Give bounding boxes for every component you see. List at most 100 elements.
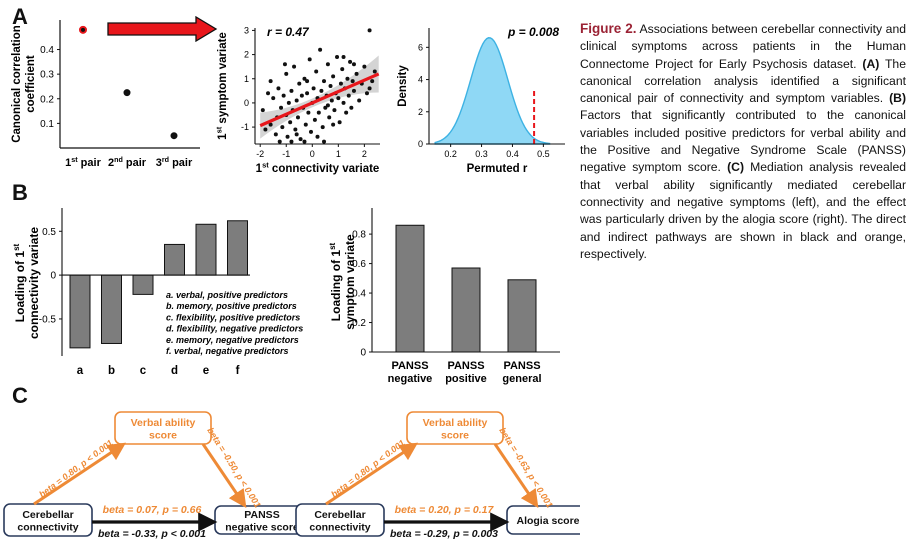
- y-tick-label: 0: [360, 348, 366, 359]
- data-point: [345, 76, 350, 81]
- data-point: [286, 100, 291, 105]
- outcome-box-text: PANSS: [244, 509, 279, 521]
- data-point: [284, 71, 289, 76]
- data-point: [370, 79, 375, 84]
- correlation-annotation: r = 0.47: [267, 25, 310, 39]
- x-tick-label: 1st pair: [65, 156, 101, 169]
- data-point: [282, 62, 287, 67]
- y-axis-label: 1st symptom variate: [215, 32, 229, 140]
- y-tick-label: 0: [244, 98, 249, 108]
- data-point: [273, 132, 278, 137]
- indirect-label: beta = 0.07, p = 0.66: [103, 504, 202, 516]
- path-b-arrow: [201, 443, 247, 508]
- path-a-label: beta = 0.80, p < 0.001: [37, 438, 115, 500]
- data-point: [372, 69, 377, 74]
- data-point: [346, 93, 351, 98]
- data-point: [276, 86, 281, 91]
- y-axis-label: Canonical correlation coefficient: [11, 25, 37, 143]
- path-a-label: beta = 0.80, p < 0.001: [329, 438, 407, 500]
- y-tick-label: 0.3: [40, 70, 54, 81]
- data-point: [351, 62, 356, 67]
- x-tick-label: 2nd pair: [108, 156, 147, 169]
- y-tick-label: 0.2: [40, 94, 54, 105]
- direct-label: beta = -0.33, p < 0.001: [98, 528, 206, 540]
- x-axis-label: Permuted r: [467, 163, 528, 175]
- legend-entry: c. flexibility, positive predictors: [166, 312, 300, 322]
- data-point: [320, 125, 325, 130]
- caption-c-label: (C): [727, 160, 744, 175]
- bar: [195, 223, 217, 276]
- data-point: [318, 47, 323, 52]
- x-tick-label: general: [502, 373, 541, 385]
- x-tick-label: 0.2: [444, 149, 457, 159]
- mediator-box: [406, 411, 504, 445]
- data-point: [336, 96, 341, 101]
- fit-line: [259, 72, 380, 128]
- predictor-box-text: connectivity: [17, 521, 78, 533]
- figure-label: Figure 2.: [580, 21, 637, 36]
- outcome-box-text: negative score: [225, 521, 299, 533]
- data-point: [288, 120, 293, 125]
- data-point: [289, 88, 294, 93]
- data-point: [123, 89, 131, 97]
- data-point: [289, 139, 294, 144]
- y-axis-label: Loading of 1st connectivity variate: [12, 227, 41, 339]
- panel-label-a: A: [12, 4, 28, 29]
- symptom-loading-chart: PANSSnegativePANSSpositivePANSSgeneral00…: [328, 208, 560, 385]
- y-axis-label: Density: [397, 65, 409, 107]
- caption-b-label: (B): [889, 91, 906, 106]
- legend-entry: f. verbal, negative predictors: [166, 346, 289, 356]
- x-tick-label: PANSS: [447, 360, 484, 372]
- data-point: [79, 25, 87, 34]
- data-point: [294, 132, 299, 137]
- x-tick-label: c: [140, 365, 147, 377]
- panel-label-c: C: [12, 383, 28, 408]
- data-point: [362, 64, 367, 69]
- predictor-box: [3, 503, 93, 537]
- y-tick-label: 0: [50, 271, 56, 282]
- data-point: [297, 81, 302, 86]
- bar: [132, 274, 154, 295]
- bar: [507, 279, 537, 353]
- data-point: [170, 132, 178, 140]
- bar: [451, 267, 481, 353]
- indirect-label: beta = 0.20, p = 0.17: [395, 504, 495, 516]
- path-b-arrow: [493, 443, 539, 508]
- data-point: [315, 134, 320, 139]
- data-point: [364, 91, 369, 96]
- data-point: [266, 91, 271, 96]
- x-tick-label: -1: [282, 149, 290, 159]
- y-tick-label: 0.4: [352, 289, 366, 300]
- data-point: [325, 62, 330, 67]
- mediator-box: [114, 411, 212, 445]
- predictor-box-text: Cerebellar: [314, 509, 365, 521]
- path-a-arrow: [33, 442, 126, 506]
- mediator-box-text: Verbal ability: [423, 417, 488, 429]
- data-point: [332, 108, 337, 113]
- y-tick-label: 0.2: [352, 318, 366, 329]
- data-point: [277, 139, 282, 144]
- p-value-annotation: p = 0.008: [507, 25, 559, 39]
- data-point: [303, 122, 308, 127]
- bar: [69, 274, 91, 349]
- caption-c-text: Mediation analysis revealed that verbal …: [580, 160, 906, 261]
- bar: [164, 243, 185, 276]
- confidence-band: [260, 55, 379, 139]
- x-tick-label: 1: [336, 149, 341, 159]
- data-point: [328, 84, 333, 88]
- y-tick-label: 3: [244, 25, 249, 35]
- data-point: [351, 88, 356, 93]
- data-point: [341, 100, 346, 105]
- variate-scatter-chart: -2 -1 0 1 2 -1 0 1 2 3 r = 0.47 1st connectivity va…: [215, 25, 380, 175]
- data-point: [308, 129, 313, 134]
- x-tick-label: PANSS: [503, 360, 540, 372]
- data-point: [354, 71, 359, 76]
- x-axis-label: 1st connectivity variate: [256, 161, 380, 175]
- y-tick-label: 1: [244, 74, 249, 84]
- data-point: [349, 105, 354, 110]
- direct-label: beta = -0.29, p = 0.003: [390, 528, 498, 540]
- x-tick-label: negative: [388, 373, 433, 385]
- data-point: [280, 125, 285, 130]
- data-point: [323, 105, 328, 110]
